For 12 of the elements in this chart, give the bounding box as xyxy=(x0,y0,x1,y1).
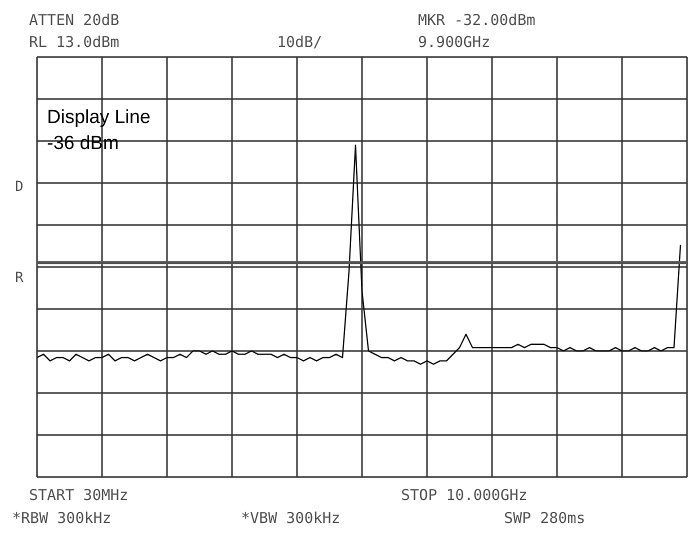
text: *RBW 300kHz xyxy=(12,509,112,527)
text: ATTEN 20dB xyxy=(29,11,120,29)
text: MKR -32.00dBm xyxy=(418,11,536,29)
text: RL 13.0dBm xyxy=(29,33,120,51)
text: *VBW 300kHz xyxy=(241,509,340,527)
text: 9.900GHz xyxy=(418,33,490,51)
text: 10dB/ xyxy=(277,33,322,51)
text: R xyxy=(15,270,24,286)
text: D xyxy=(15,179,24,195)
text: STOP 10.000GHz xyxy=(401,486,528,504)
text: SWP 280ms xyxy=(504,509,586,527)
text: START 30MHz xyxy=(29,486,128,504)
